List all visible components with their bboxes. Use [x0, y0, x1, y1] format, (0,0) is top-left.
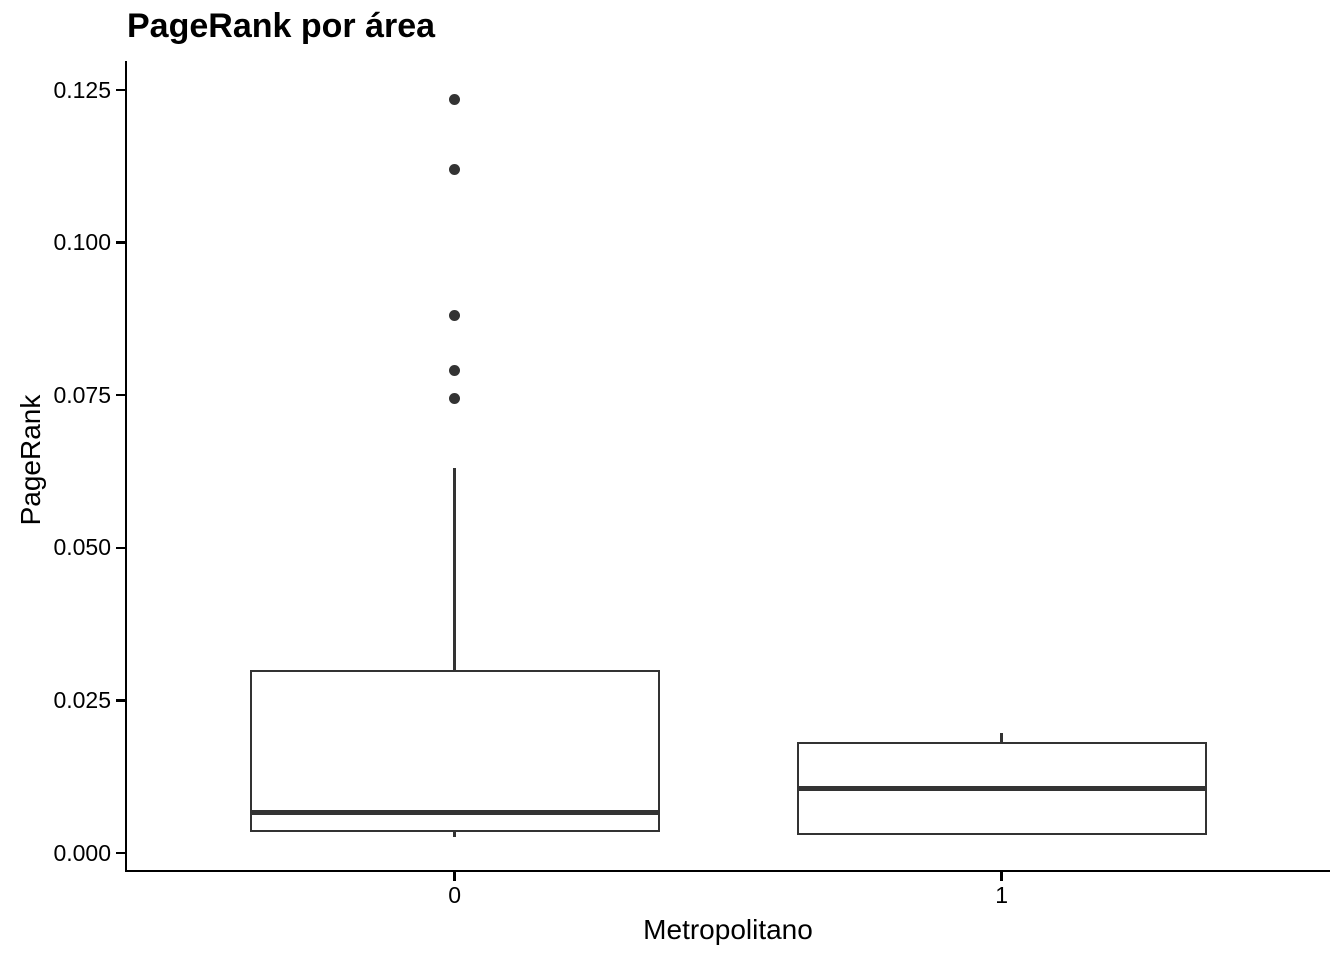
x-tick-mark — [453, 871, 456, 881]
outlier-point — [449, 163, 461, 175]
x-tick-mark — [1000, 871, 1003, 881]
outlier-point — [449, 93, 461, 105]
y-tick-label: 0.125 — [53, 76, 111, 103]
y-tick-label: 0.025 — [53, 686, 111, 713]
y-tick-mark — [116, 88, 125, 92]
y-tick-label: 0.100 — [53, 229, 111, 256]
chart-title: PageRank por área — [127, 7, 436, 45]
x-axis-line — [124, 869, 1330, 872]
outlier-point — [449, 310, 461, 322]
x-tick-label: 0 — [448, 882, 462, 908]
boxplot-lower-whisker — [453, 832, 456, 838]
boxplot-median — [796, 786, 1207, 792]
outlier-point — [449, 365, 461, 377]
y-tick-label: 0.050 — [53, 534, 111, 561]
y-tick-mark — [116, 241, 125, 244]
y-tick-mark — [116, 546, 125, 550]
y-tick-label: 0.000 — [53, 839, 111, 866]
boxplot-upper-whisker — [453, 468, 456, 670]
y-tick-mark — [116, 699, 125, 702]
y-axis-title: PageRank — [15, 394, 46, 526]
y-tick-mark — [116, 851, 125, 855]
outlier-point — [449, 392, 461, 404]
y-tick-label: 0.075 — [53, 381, 111, 408]
boxplot-upper-whisker — [1000, 733, 1003, 742]
y-axis-line — [124, 61, 127, 872]
boxplot-box — [249, 669, 660, 833]
y-tick-mark — [116, 393, 125, 397]
x-axis-title: Metropolitano — [643, 914, 813, 945]
x-tick-label: 1 — [995, 882, 1009, 908]
boxplot-median — [249, 809, 660, 815]
